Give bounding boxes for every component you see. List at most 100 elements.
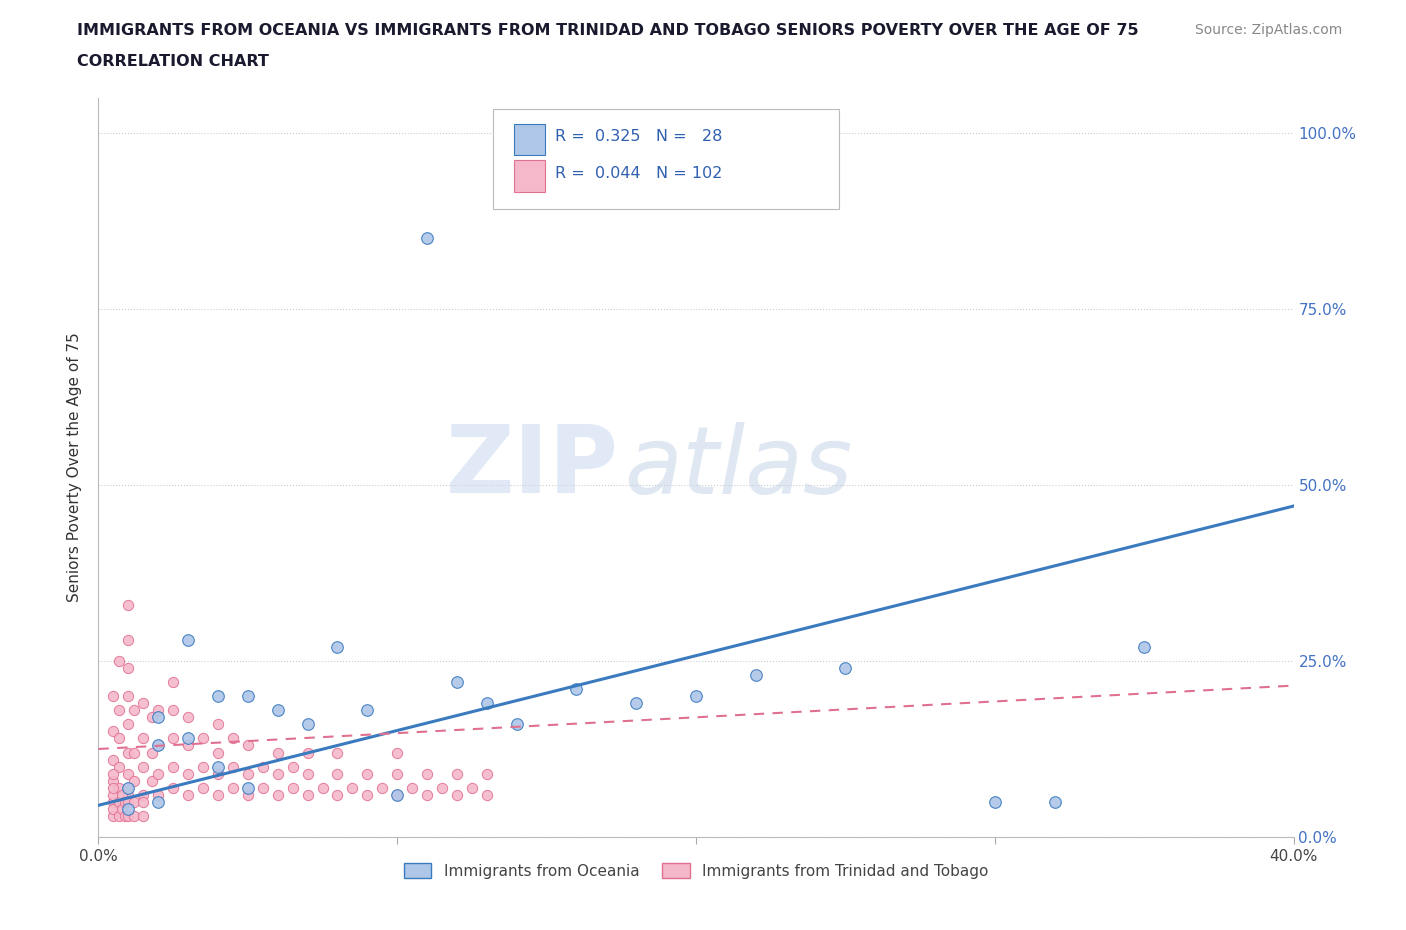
Point: [177, 766, 200, 781]
Point: [103, 766, 125, 781]
Point: [177, 632, 200, 647]
Point: [461, 780, 484, 795]
Point: [565, 682, 588, 697]
Point: [356, 703, 378, 718]
Point: [416, 788, 439, 803]
FancyBboxPatch shape: [515, 124, 546, 154]
Point: [311, 780, 333, 795]
Point: [117, 788, 139, 803]
Point: [111, 802, 134, 817]
Point: [132, 731, 155, 746]
Point: [132, 759, 155, 774]
Point: [297, 717, 319, 732]
Point: [108, 808, 131, 823]
Point: [111, 788, 134, 803]
Point: [191, 731, 214, 746]
Point: [148, 766, 170, 781]
Point: [124, 794, 146, 809]
Point: [326, 788, 349, 803]
Text: Source: ZipAtlas.com: Source: ZipAtlas.com: [1195, 23, 1343, 37]
Point: [162, 703, 184, 718]
Point: [108, 731, 131, 746]
Point: [252, 780, 274, 795]
Point: [148, 703, 170, 718]
Point: [1133, 640, 1156, 655]
Point: [385, 745, 409, 760]
Point: [475, 766, 498, 781]
Point: [141, 773, 163, 788]
Point: [297, 745, 319, 760]
Point: [236, 738, 259, 753]
Point: [834, 660, 856, 675]
Point: [281, 780, 304, 795]
Point: [385, 788, 409, 803]
Point: [124, 703, 146, 718]
Point: [326, 640, 349, 655]
Point: [356, 788, 378, 803]
Point: [108, 654, 131, 669]
Point: [148, 788, 170, 803]
Point: [222, 759, 245, 774]
Point: [132, 808, 155, 823]
Point: [117, 802, 139, 817]
Point: [430, 780, 453, 795]
Point: [177, 710, 200, 724]
Point: [132, 788, 155, 803]
Point: [132, 696, 155, 711]
Y-axis label: Seniors Poverty Over the Age of 75: Seniors Poverty Over the Age of 75: [67, 332, 83, 603]
Point: [446, 766, 468, 781]
Point: [132, 794, 155, 809]
Point: [162, 674, 184, 689]
Point: [222, 780, 245, 795]
Point: [124, 745, 146, 760]
Point: [626, 696, 648, 711]
Point: [117, 689, 139, 704]
Point: [267, 766, 290, 781]
Point: [207, 745, 229, 760]
Point: [342, 780, 364, 795]
Text: R =  0.325   N =   28: R = 0.325 N = 28: [555, 129, 723, 144]
Text: IMMIGRANTS FROM OCEANIA VS IMMIGRANTS FROM TRINIDAD AND TOBAGO SENIORS POVERTY O: IMMIGRANTS FROM OCEANIA VS IMMIGRANTS FR…: [77, 23, 1139, 38]
Point: [207, 759, 229, 774]
Point: [141, 710, 163, 724]
Point: [148, 738, 170, 753]
Point: [114, 794, 136, 809]
Point: [236, 788, 259, 803]
Point: [506, 717, 529, 732]
Point: [148, 794, 170, 809]
Point: [236, 766, 259, 781]
Point: [117, 597, 139, 612]
Point: [103, 724, 125, 738]
Point: [162, 780, 184, 795]
Point: [148, 738, 170, 753]
Point: [385, 788, 409, 803]
Point: [416, 231, 439, 246]
FancyBboxPatch shape: [515, 161, 546, 192]
Point: [108, 794, 131, 809]
Point: [356, 766, 378, 781]
Point: [297, 766, 319, 781]
Point: [252, 759, 274, 774]
Point: [475, 696, 498, 711]
Point: [162, 759, 184, 774]
Point: [236, 689, 259, 704]
Point: [446, 674, 468, 689]
Point: [108, 703, 131, 718]
Point: [281, 759, 304, 774]
Point: [117, 717, 139, 732]
Point: [326, 745, 349, 760]
Point: [191, 780, 214, 795]
Point: [446, 788, 468, 803]
Point: [103, 808, 125, 823]
Point: [117, 660, 139, 675]
Point: [108, 780, 131, 795]
Point: [177, 788, 200, 803]
Text: atlas: atlas: [624, 422, 852, 512]
Point: [117, 808, 139, 823]
Point: [103, 802, 125, 817]
FancyBboxPatch shape: [494, 109, 839, 208]
Point: [117, 780, 139, 795]
Point: [207, 766, 229, 781]
Point: [984, 794, 1007, 809]
Text: CORRELATION CHART: CORRELATION CHART: [77, 54, 269, 69]
